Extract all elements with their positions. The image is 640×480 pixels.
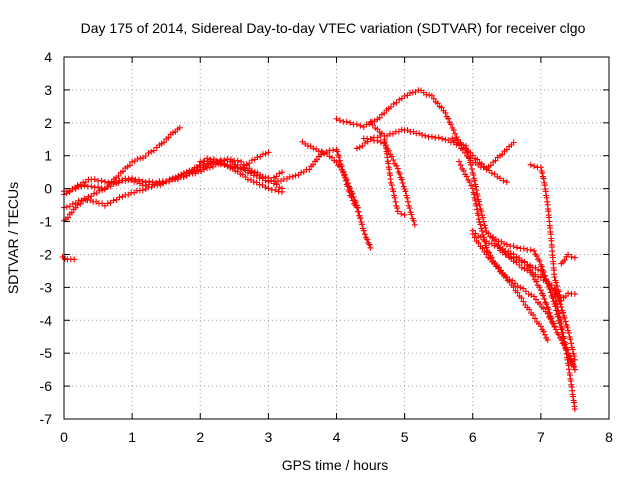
series-track-13 (360, 126, 517, 172)
x-tick-label: 3 (264, 429, 272, 445)
x-tick-label: 1 (128, 429, 136, 445)
series-track-19 (527, 161, 578, 304)
y-tick-label: -3 (40, 279, 53, 295)
series-track-21 (469, 231, 551, 343)
x-tick-label: 4 (333, 429, 341, 445)
series-track-1 (59, 254, 78, 263)
x-tick-label: 7 (537, 429, 545, 445)
y-tick-label: -4 (40, 312, 53, 328)
axis-ticks: 0 1 2 3 4 5 6 7 8 4 3 2 1 0 -1 -2 -3 -4 -5 -6 -7 (40, 49, 614, 445)
y-tick-label: 4 (44, 49, 52, 65)
y-axis-label: SDTVAR / TECUs (5, 182, 21, 294)
x-tick-label: 6 (469, 429, 477, 445)
y-tick-label: -1 (40, 214, 53, 230)
y-tick-label: 1 (44, 148, 52, 164)
y-tick-label: -5 (40, 345, 53, 361)
series-track-6 (170, 156, 285, 192)
series-track-7 (197, 149, 272, 172)
chart-title: Day 175 of 2014, Sidereal Day-to-day VTE… (81, 20, 586, 36)
x-tick-label: 2 (196, 429, 204, 445)
series-track-9 (272, 146, 364, 222)
x-tick-label: 8 (605, 429, 613, 445)
x-axis-label: GPS time / hours (282, 457, 389, 473)
series-track-20 (558, 251, 578, 267)
y-tick-label: -2 (40, 246, 53, 262)
y-tick-label: 0 (44, 181, 52, 197)
series-track-11 (353, 136, 418, 228)
y-tick-label: -6 (40, 378, 53, 394)
x-tick-label: 0 (60, 429, 68, 445)
series-track-12 (367, 119, 408, 218)
y-tick-label: -7 (40, 411, 53, 427)
y-tick-label: 3 (44, 82, 52, 98)
series-track-18 (497, 247, 578, 413)
x-tick-label: 5 (401, 429, 409, 445)
y-tick-label: 2 (44, 115, 52, 131)
